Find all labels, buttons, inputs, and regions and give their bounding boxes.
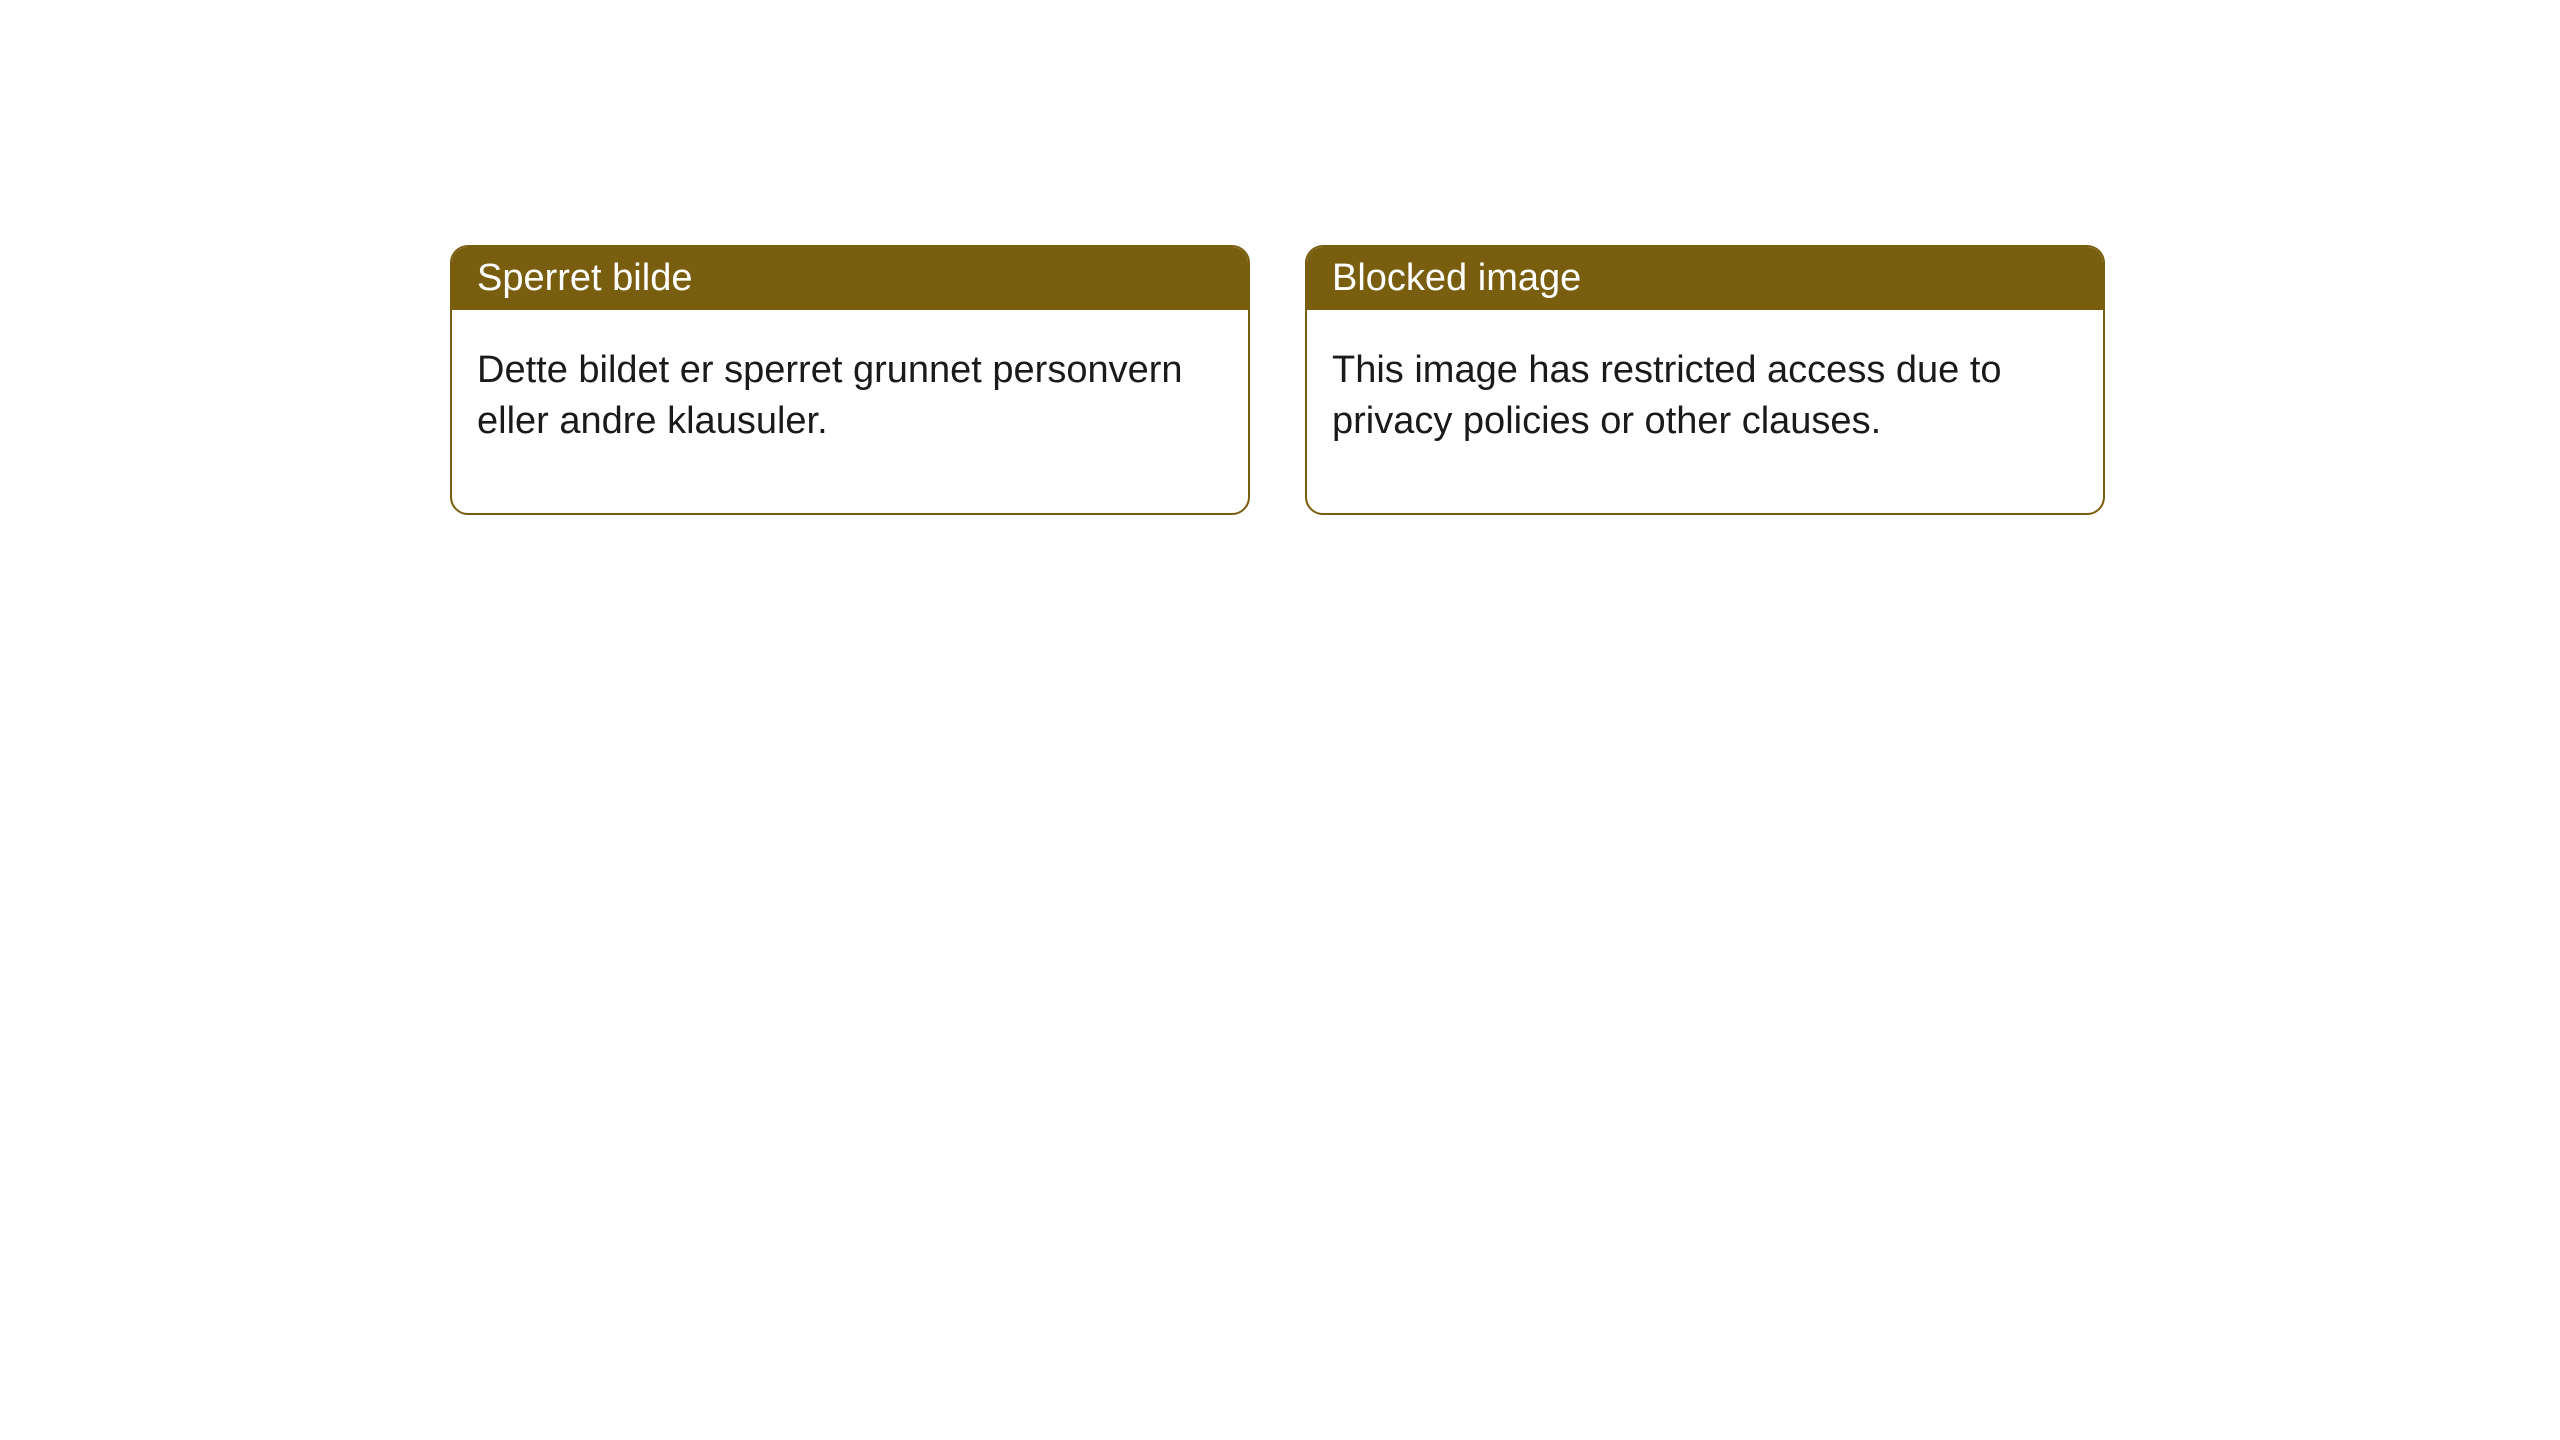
notice-card-english: Blocked image This image has restricted … xyxy=(1305,245,2105,515)
card-body-english: This image has restricted access due to … xyxy=(1307,310,2103,513)
card-body-norwegian: Dette bildet er sperret grunnet personve… xyxy=(452,310,1248,513)
card-title-norwegian: Sperret bilde xyxy=(477,257,692,299)
card-title-english: Blocked image xyxy=(1332,257,1581,299)
notice-cards-container: Sperret bilde Dette bildet er sperret gr… xyxy=(450,245,2105,515)
card-text-english: This image has restricted access due to … xyxy=(1332,349,2002,442)
notice-card-norwegian: Sperret bilde Dette bildet er sperret gr… xyxy=(450,245,1250,515)
card-header-english: Blocked image xyxy=(1307,247,2103,310)
card-text-norwegian: Dette bildet er sperret grunnet personve… xyxy=(477,349,1183,442)
card-header-norwegian: Sperret bilde xyxy=(452,247,1248,310)
